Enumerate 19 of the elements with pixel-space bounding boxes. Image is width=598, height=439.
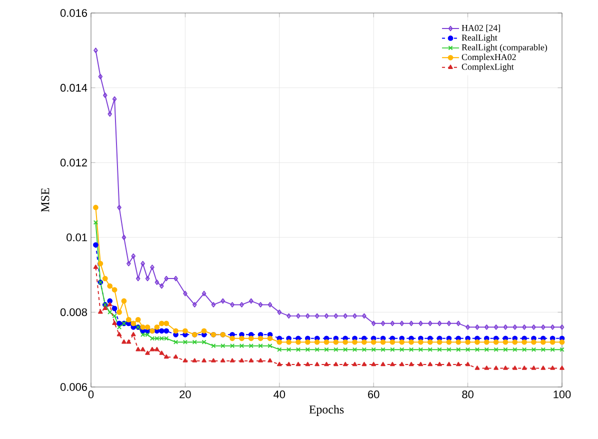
y-axis-title: MSE: [41, 188, 50, 212]
legend-label: HA02 [24]: [462, 24, 500, 32]
legend-label: ComplexLight: [462, 63, 514, 72]
x-axis-title: Epochs: [309, 405, 344, 416]
legend-label: RealLight: [462, 34, 498, 43]
y-tick-label: 0.016: [60, 9, 87, 17]
y-tick-label: 0.008: [60, 308, 87, 316]
x-tick-label: 60: [368, 390, 380, 398]
x-tick-label: 20: [180, 390, 191, 398]
y-tick-label: 0.014: [60, 84, 88, 92]
x-tick-label: 100: [554, 390, 571, 398]
y-tick-label: 0.012: [60, 158, 87, 166]
x-tick-label: 40: [274, 390, 286, 398]
legend-label: RealLight (comparable): [462, 44, 548, 52]
y-tick-label: 0.006: [60, 383, 87, 391]
x-tick-label: 0: [88, 390, 94, 398]
legend-label: ComplexHA02: [462, 54, 516, 62]
y-tick-label: 0.01: [66, 234, 87, 242]
x-tick-label: 80: [462, 390, 474, 398]
